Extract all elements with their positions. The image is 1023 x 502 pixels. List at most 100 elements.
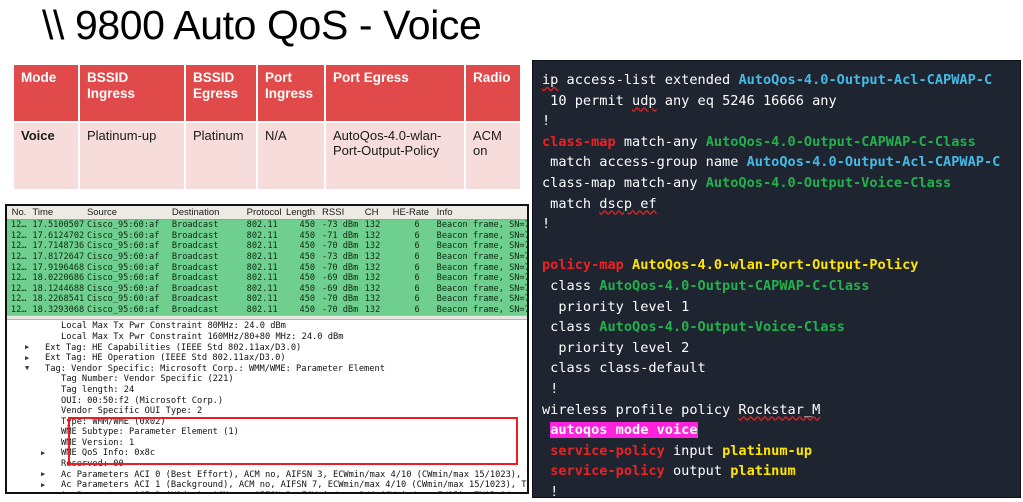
chevron-right-icon[interactable]: ▶ xyxy=(41,490,45,492)
packet-cell-info: Beacon frame, SN=756, xyxy=(436,273,527,284)
packet-cell-time: 17.7148736… xyxy=(32,241,84,252)
cli-token: class xyxy=(542,277,600,294)
packet-cell-len: 450 xyxy=(299,252,316,263)
col-header-rssi[interactable]: RSSI xyxy=(322,207,345,218)
chevron-right-icon[interactable]: ▶ xyxy=(25,343,30,352)
column-header-radio: Radio xyxy=(464,63,522,123)
qos-mapping-table: Mode BSSID Ingress BSSID Egress Port Ing… xyxy=(12,63,522,191)
packet-cell-rssi: -70 dBm xyxy=(322,305,359,316)
detail-row[interactable]: WME Version: 1 xyxy=(7,438,527,449)
packet-cell-len: 450 xyxy=(299,294,316,305)
packet-row[interactable]: 12… 18.2268541… Cisco_95:60:af Broadcast 802… xyxy=(7,294,527,305)
header-line-1: BSSID xyxy=(193,70,235,85)
packet-cell-rate: 6 xyxy=(414,305,420,316)
packet-cell-proto: 802.11 xyxy=(246,220,278,231)
packet-cell-rssi: -70 dBm xyxy=(322,262,359,273)
cli-token: ! xyxy=(542,113,551,130)
pane-splitter[interactable] xyxy=(7,315,527,321)
header-line-1: Radio xyxy=(473,70,511,85)
col-header-source[interactable]: Source xyxy=(86,207,118,218)
col-header-ch[interactable]: CH xyxy=(364,207,379,218)
detail-row[interactable]: ▶ Ac Parameters ACI 2 (Video), ACM no, AI… xyxy=(7,490,527,492)
col-header-he-rate[interactable]: HE-Rate xyxy=(392,207,430,218)
detail-row[interactable]: ▶ Ac Parameters ACI 1 (Background), ACM n… xyxy=(7,480,527,491)
detail-row-label: Ext Tag: HE Operation (IEEE Std 802.11ax… xyxy=(45,353,286,364)
col-header-time[interactable]: Time xyxy=(32,207,54,218)
cli-line: 10 permit udp any eq 5246 16666 any xyxy=(542,91,1020,112)
cli-line: match access-group name AutoQos-4.0-Outp… xyxy=(542,152,1020,173)
cli-line: class-map match-any AutoQos-4.0-Output-V… xyxy=(542,173,1020,194)
detail-row[interactable]: ▶ Ac Parameters ACI 0 (Best Effort), ACM … xyxy=(7,470,527,481)
detail-row[interactable]: OUI: 00:50:f2 (Microsoft Corp.) xyxy=(7,396,527,407)
chevron-down-icon[interactable]: ▼ xyxy=(25,364,30,373)
detail-row-label: Tag: Vendor Specific: Microsoft Corp.: W… xyxy=(45,363,385,374)
packet-row[interactable]: 12… 18.3293068… Cisco_95:60:af Broadcast 802… xyxy=(7,304,527,316)
packet-cell-time: 18.2268541… xyxy=(32,294,84,305)
packet-cell-src: Cisco_95:60:af xyxy=(86,252,160,263)
detail-row[interactable]: ▼ Tag: Vendor Specific: Microsoft Corp.: … xyxy=(7,364,527,375)
detail-row[interactable]: ▶ Ext Tag: HE Capabilities (IEEE Std 802.… xyxy=(7,343,527,354)
cli-token: priority level 1 xyxy=(542,298,690,315)
detail-row[interactable]: Tag Number: Vendor Specific (221) xyxy=(7,374,527,385)
packet-row[interactable]: 12… 17.7148736… Cisco_95:60:af Broadcast 802… xyxy=(7,241,527,252)
column-header-port-ingress: Port Ingress xyxy=(256,63,326,123)
cli-token: policy-map xyxy=(542,257,624,274)
packet-row[interactable]: 12… 18.0220686… Cisco_95:60:af Broadcast 802… xyxy=(7,272,527,284)
packet-cell-dst: Broadcast xyxy=(171,220,219,231)
detail-row[interactable]: ▶ WME QoS Info: 0x8c xyxy=(7,448,527,459)
packet-cell-src: Cisco_95:60:af xyxy=(86,294,160,305)
packet-list[interactable]: 12… 17.5100507… Cisco_95:60:af Broadcast 802… xyxy=(7,220,527,316)
packet-cell-rate: 6 xyxy=(414,252,420,263)
packet-cell-len: 450 xyxy=(299,230,316,241)
cli-line: ip access-list extended AutoQos-4.0-Outp… xyxy=(542,70,1020,91)
detail-row-label: Type: WMM/WME (0x02) xyxy=(61,416,166,427)
detail-row[interactable]: Type: WMM/WME (0x02) xyxy=(7,417,527,428)
detail-row-label: Ac Parameters ACI 0 (Best Effort), ACM n… xyxy=(61,469,529,480)
cli-token: AutoQos-4.0-Output-Acl-CAPWAP-C xyxy=(738,72,993,88)
cli-token: class class-default xyxy=(542,360,706,377)
detail-row[interactable]: WME Subtype: Parameter Element (1) xyxy=(7,427,527,438)
packet-cell-no: 12… xyxy=(10,220,27,231)
chevron-right-icon[interactable]: ▶ xyxy=(41,448,46,457)
detail-row-label: Tag length: 24 xyxy=(61,384,135,395)
detail-row[interactable]: Local Max Tx Pwr Constraint 80MHz: 24.0 … xyxy=(7,321,527,332)
detail-row[interactable]: Tag length: 24 xyxy=(7,385,527,396)
header-line-1: Port xyxy=(265,70,292,85)
packet-cell-dst: Broadcast xyxy=(171,294,219,305)
col-header-info[interactable]: Info xyxy=(436,207,453,218)
cli-token: ! xyxy=(542,483,559,498)
col-header-protocol[interactable]: Protocol xyxy=(246,207,282,218)
packet-cell-ch: 132 xyxy=(364,241,381,252)
packet-cell-src: Cisco_95:60:af xyxy=(86,283,160,294)
packet-row[interactable]: 12… 17.6124702… Cisco_95:60:af Broadcast 802… xyxy=(7,230,527,242)
chevron-right-icon[interactable]: ▶ xyxy=(25,353,30,362)
detail-row[interactable]: Reserved: 00 xyxy=(7,459,527,470)
packet-row[interactable]: 12… 17.5100507… Cisco_95:60:af Broadcast 802… xyxy=(7,220,527,231)
col-header-length[interactable]: Length xyxy=(285,207,316,218)
packet-detail-tree[interactable]: Local Max Tx Pwr Constraint 80MHz: 24.0 … xyxy=(7,320,527,492)
cell-bssid-ingress: Platinum-up xyxy=(78,121,186,191)
col-header-destination[interactable]: Destination xyxy=(171,207,220,218)
detail-row[interactable]: Local Max Tx Pwr Constraint 160MHz/80+80… xyxy=(7,332,527,343)
packet-cell-rate: 6 xyxy=(414,273,420,284)
cli-token: AutoQos-4.0-Output-Voice-Class xyxy=(705,174,952,191)
col-header-no[interactable]: No. xyxy=(11,207,27,218)
packet-cell-info: Beacon frame, SN=759, xyxy=(436,305,527,316)
cli-token: match-any xyxy=(615,133,706,150)
detail-row-label: Local Max Tx Pwr Constraint 160MHz/80+80… xyxy=(61,331,344,342)
packet-row[interactable]: 12… 18.1244688… Cisco_95:60:af Broadcast 802… xyxy=(7,283,527,295)
packet-cell-no: 12… xyxy=(10,241,27,252)
cli-token: input xyxy=(664,442,723,459)
packet-cell-len: 450 xyxy=(299,283,316,294)
packet-cell-ch: 132 xyxy=(364,305,381,316)
packet-row[interactable]: 12… 17.9196468… Cisco_95:60:af Broadcast 802… xyxy=(7,262,527,273)
packet-row[interactable]: 12… 17.8172647… Cisco_95:60:af Broadcast 802… xyxy=(7,251,527,263)
detail-row[interactable]: Vendor Specific OUI Type: 2 xyxy=(7,406,527,417)
chevron-right-icon[interactable]: ▶ xyxy=(41,480,46,489)
packet-cell-proto: 802.11 xyxy=(246,305,278,316)
chevron-right-icon[interactable]: ▶ xyxy=(41,470,46,479)
cell-radio: ACM on xyxy=(464,121,522,191)
detail-row[interactable]: ▶ Ext Tag: HE Operation (IEEE Std 802.11a… xyxy=(7,353,527,364)
packet-cell-rate: 6 xyxy=(414,294,420,305)
packet-cell-no: 12… xyxy=(10,230,27,241)
